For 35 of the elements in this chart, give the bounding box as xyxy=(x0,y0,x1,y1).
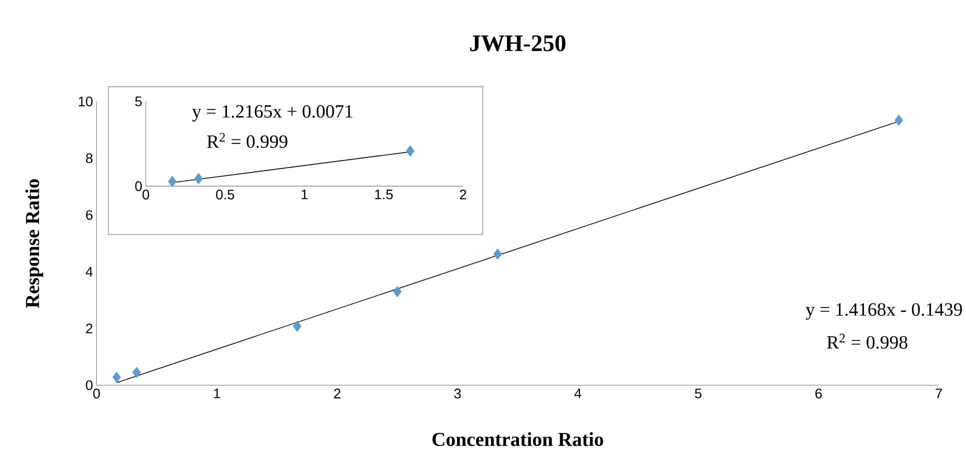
x-tick-label: 2 xyxy=(460,190,466,200)
point xyxy=(112,372,121,383)
annotation: R$^{2}$ = 0.999 xyxy=(207,132,288,148)
annotation: y = 1.2165x + 0.0071 xyxy=(192,105,352,122)
y-tick-label: 10 xyxy=(78,96,93,106)
point xyxy=(194,172,203,184)
point xyxy=(894,114,904,126)
y-axis-title: Response Ratio xyxy=(25,179,44,308)
x-tick-label: 5 xyxy=(694,388,702,398)
annotation: R$^{2}$ = 0.998 xyxy=(827,334,908,349)
point xyxy=(493,248,502,260)
y-tick-label: 6 xyxy=(86,210,92,220)
y-tick-label: 2 xyxy=(86,324,92,334)
y-tick-label: 8 xyxy=(86,153,92,164)
x-tick-label: 1 xyxy=(214,388,220,398)
y-tick-label: 4 xyxy=(86,266,93,276)
x-tick-label: 7 xyxy=(936,388,942,398)
point xyxy=(393,286,402,298)
annotation: y = 1.4168x - 0.1439 xyxy=(806,303,962,320)
point xyxy=(292,320,302,332)
x-tick-label: 1 xyxy=(302,190,308,200)
x-tick-label: 0 xyxy=(93,388,100,398)
point xyxy=(168,176,177,188)
x-tick-label: 3 xyxy=(454,388,461,398)
x-tick-label: 1.5 xyxy=(375,190,393,200)
point xyxy=(406,145,414,157)
x-tick-label: 0 xyxy=(142,190,150,200)
x-tick-label: 2 xyxy=(334,388,340,398)
y-tick-label: 0 xyxy=(86,380,93,390)
x-tick-label: 0.5 xyxy=(216,190,234,200)
x-axis-title: Concentration Ratio xyxy=(432,432,604,446)
point xyxy=(132,366,141,378)
x-tick-label: 6 xyxy=(815,388,822,398)
x-tick-label: 4 xyxy=(574,388,582,398)
chart-title: JWH-250 xyxy=(470,35,566,52)
